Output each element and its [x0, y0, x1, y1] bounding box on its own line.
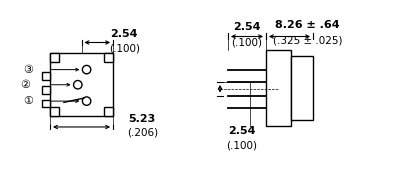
- Text: 2.54: 2.54: [233, 23, 261, 32]
- Text: 5.23: 5.23: [129, 114, 156, 124]
- Text: 2.54: 2.54: [110, 29, 138, 40]
- Bar: [266, 50, 291, 126]
- Bar: [291, 56, 313, 120]
- Text: (.325 ± .025): (.325 ± .025): [273, 36, 342, 45]
- Text: (.100): (.100): [226, 141, 258, 150]
- Text: ②: ②: [20, 80, 30, 90]
- Bar: [50, 53, 113, 116]
- Text: (.206): (.206): [127, 128, 158, 138]
- Bar: [42, 100, 50, 107]
- Bar: [42, 72, 50, 80]
- Bar: [50, 53, 59, 62]
- Bar: [104, 53, 113, 62]
- Text: ③: ③: [24, 65, 34, 75]
- Bar: [104, 107, 113, 116]
- Text: 8.26 ± .64: 8.26 ± .64: [275, 21, 340, 30]
- Text: 2.54: 2.54: [228, 126, 256, 135]
- Bar: [50, 107, 59, 116]
- Bar: [42, 86, 50, 94]
- Text: (.100): (.100): [109, 43, 140, 53]
- Text: (.100): (.100): [232, 37, 262, 48]
- Text: ①: ①: [24, 96, 34, 106]
